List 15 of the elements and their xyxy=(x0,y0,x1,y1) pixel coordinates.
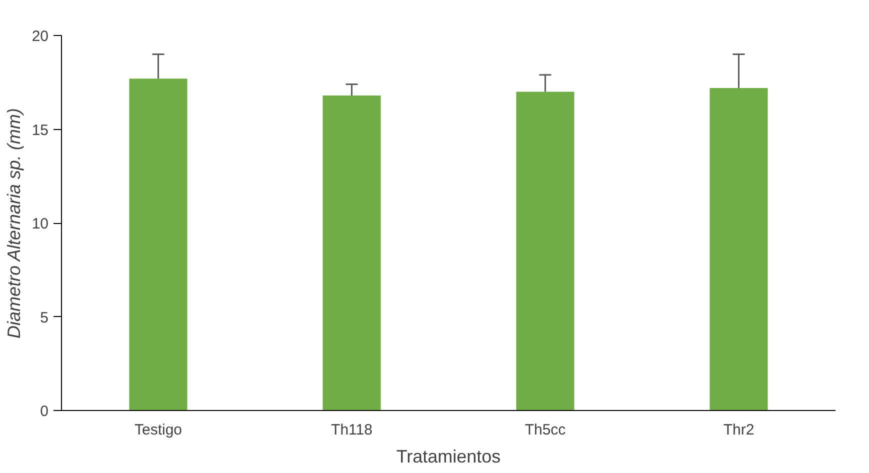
y-tick-label: 20 xyxy=(32,28,49,45)
y-tick-label: 5 xyxy=(40,309,48,326)
bar xyxy=(710,88,768,410)
x-axis-title: Tratamientos xyxy=(396,446,501,466)
y-tick-label: 15 xyxy=(32,122,49,139)
x-tick-label: Th5cc xyxy=(524,422,566,438)
bar xyxy=(322,96,381,410)
y-axis-title: Diametro Alternaria sp. (mm) xyxy=(4,108,24,339)
y-tick-label: 0 xyxy=(40,403,48,420)
x-tick-label: Testigo xyxy=(134,422,182,438)
bar xyxy=(129,78,188,410)
x-tick-label: Thr2 xyxy=(723,422,754,438)
y-tick-label: 10 xyxy=(32,216,49,232)
x-tick-label: Th118 xyxy=(331,422,372,438)
bar xyxy=(516,92,574,410)
